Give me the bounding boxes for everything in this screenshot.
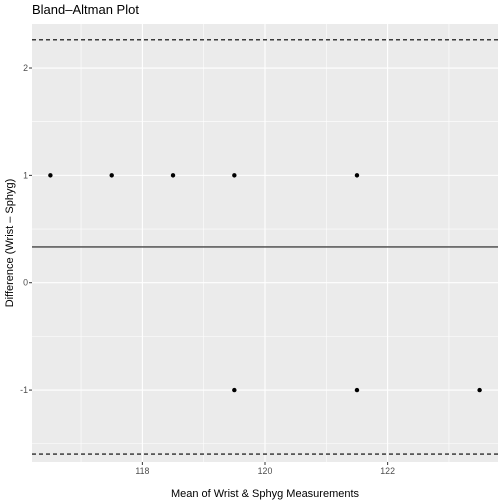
x-axis-title: Mean of Wrist & Sphyg Measurements [171,488,360,500]
y-axis-title: Difference (Wrist – Sphyg) [4,179,16,308]
data-point [232,387,237,393]
data-point [232,173,237,178]
x-axis: 118 120 122 [135,462,395,476]
y-tick-label: 0 [23,278,28,288]
y-tick-label: 2 [23,63,28,73]
data-point [170,173,176,178]
y-tick-label: 1 [23,170,28,180]
data-point [48,173,53,178]
data-point [109,173,114,178]
y-axis: -1 0 1 2 [20,63,32,395]
data-point [477,387,482,393]
major-gridlines [32,24,498,462]
reference-lines [32,39,498,455]
y-tick-label: -1 [20,385,28,395]
chart-title: Bland–Altman Plot [32,2,139,17]
data-point [354,387,360,393]
x-tick-label: 120 [258,466,273,476]
data-points [48,173,482,393]
x-tick-label: 118 [135,466,149,476]
data-point [354,173,360,178]
x-tick-label: 122 [380,466,395,476]
